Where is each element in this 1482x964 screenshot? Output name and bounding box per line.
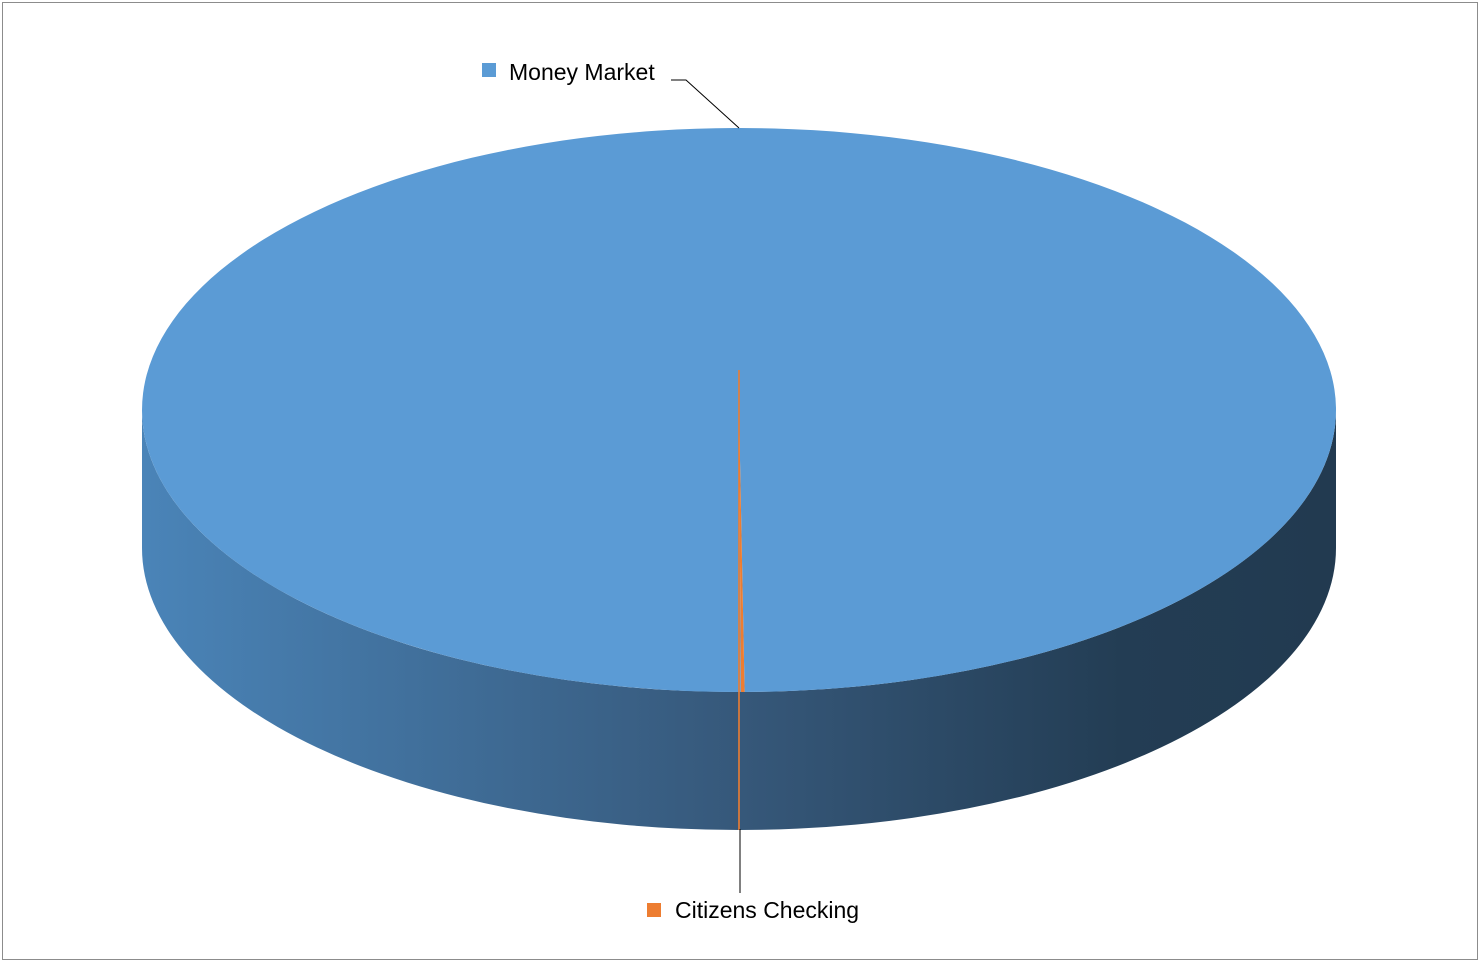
pie-side-wall <box>142 410 1336 830</box>
leader-line-money-market <box>671 79 740 129</box>
data-label-citizens-checking: Citizens Checking <box>675 897 859 923</box>
label-marker-citizens-checking <box>647 903 661 917</box>
pie-side-group <box>142 410 1336 830</box>
pie-top-group <box>142 127 1337 692</box>
pie-labels-group: Money Market Citizens Checking <box>482 59 859 923</box>
label-marker-money-market <box>482 63 496 77</box>
data-label-money-market: Money Market <box>509 59 655 85</box>
pie-slice-citizens-checking <box>739 410 745 692</box>
